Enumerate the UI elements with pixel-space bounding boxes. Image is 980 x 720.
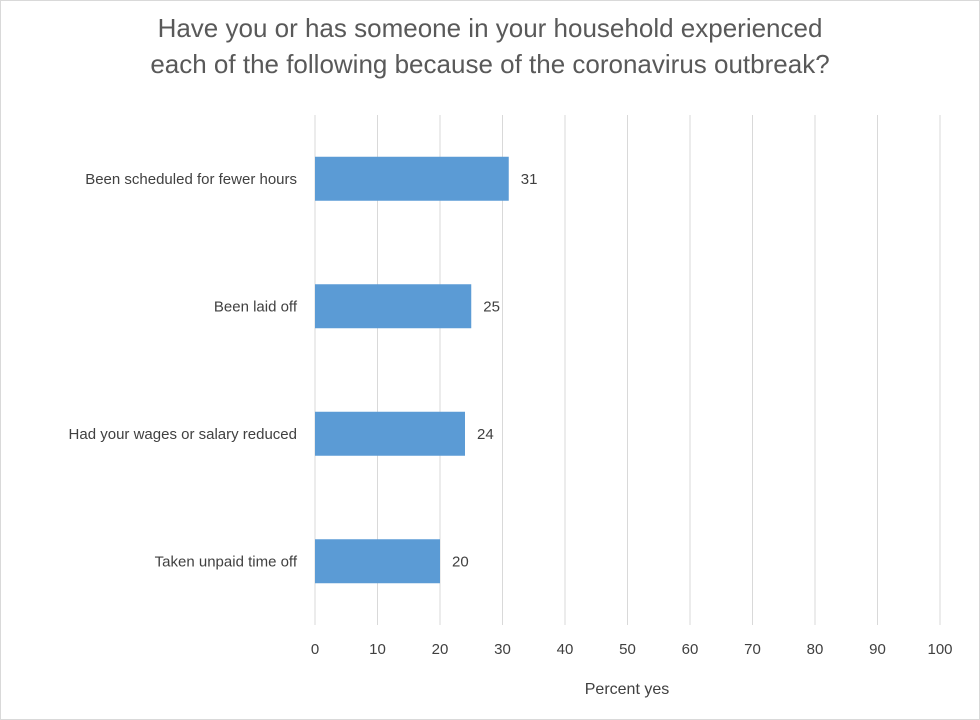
- x-tick-label-90: 90: [869, 641, 886, 658]
- data-label: 25: [483, 298, 500, 315]
- x-tick-label-20: 20: [432, 641, 449, 658]
- x-tick-label-80: 80: [807, 641, 824, 658]
- category-label: Been laid off: [214, 298, 298, 315]
- x-tick-label-30: 30: [494, 641, 511, 658]
- chart-title-line-2: each of the following because of the cor…: [150, 49, 830, 79]
- category-label: Been scheduled for fewer hours: [85, 171, 297, 188]
- x-tick-label-10: 10: [369, 641, 386, 658]
- data-label: 31: [521, 171, 538, 188]
- x-axis-ticks: 0 10 20 30 40 50 60 70 80 90 100: [311, 641, 953, 658]
- bar: [315, 539, 440, 584]
- data-label: 24: [477, 426, 494, 443]
- x-tick-label-70: 70: [744, 641, 761, 658]
- x-tick-label-60: 60: [682, 641, 699, 658]
- category-label: Taken unpaid time off: [155, 553, 298, 570]
- x-tick-label-50: 50: [619, 641, 636, 658]
- x-tick-label-40: 40: [557, 641, 574, 658]
- bar: [315, 411, 465, 456]
- category-label: Had your wages or salary reduced: [69, 426, 297, 443]
- x-axis-title: Percent yes: [585, 681, 669, 698]
- chart-title-line-1: Have you or has someone in your househol…: [157, 13, 823, 43]
- chart-title: Have you or has someone in your househol…: [0, 10, 980, 82]
- bars: [315, 156, 509, 584]
- data-label: 20: [452, 553, 469, 570]
- x-tick-label-0: 0: [311, 641, 319, 658]
- x-tick-label-100: 100: [927, 641, 952, 658]
- bar: [315, 284, 472, 329]
- category-labels: Been scheduled for fewer hours Been laid …: [69, 171, 298, 571]
- bar: [315, 156, 509, 201]
- data-labels: 31 25 24 20: [452, 171, 537, 571]
